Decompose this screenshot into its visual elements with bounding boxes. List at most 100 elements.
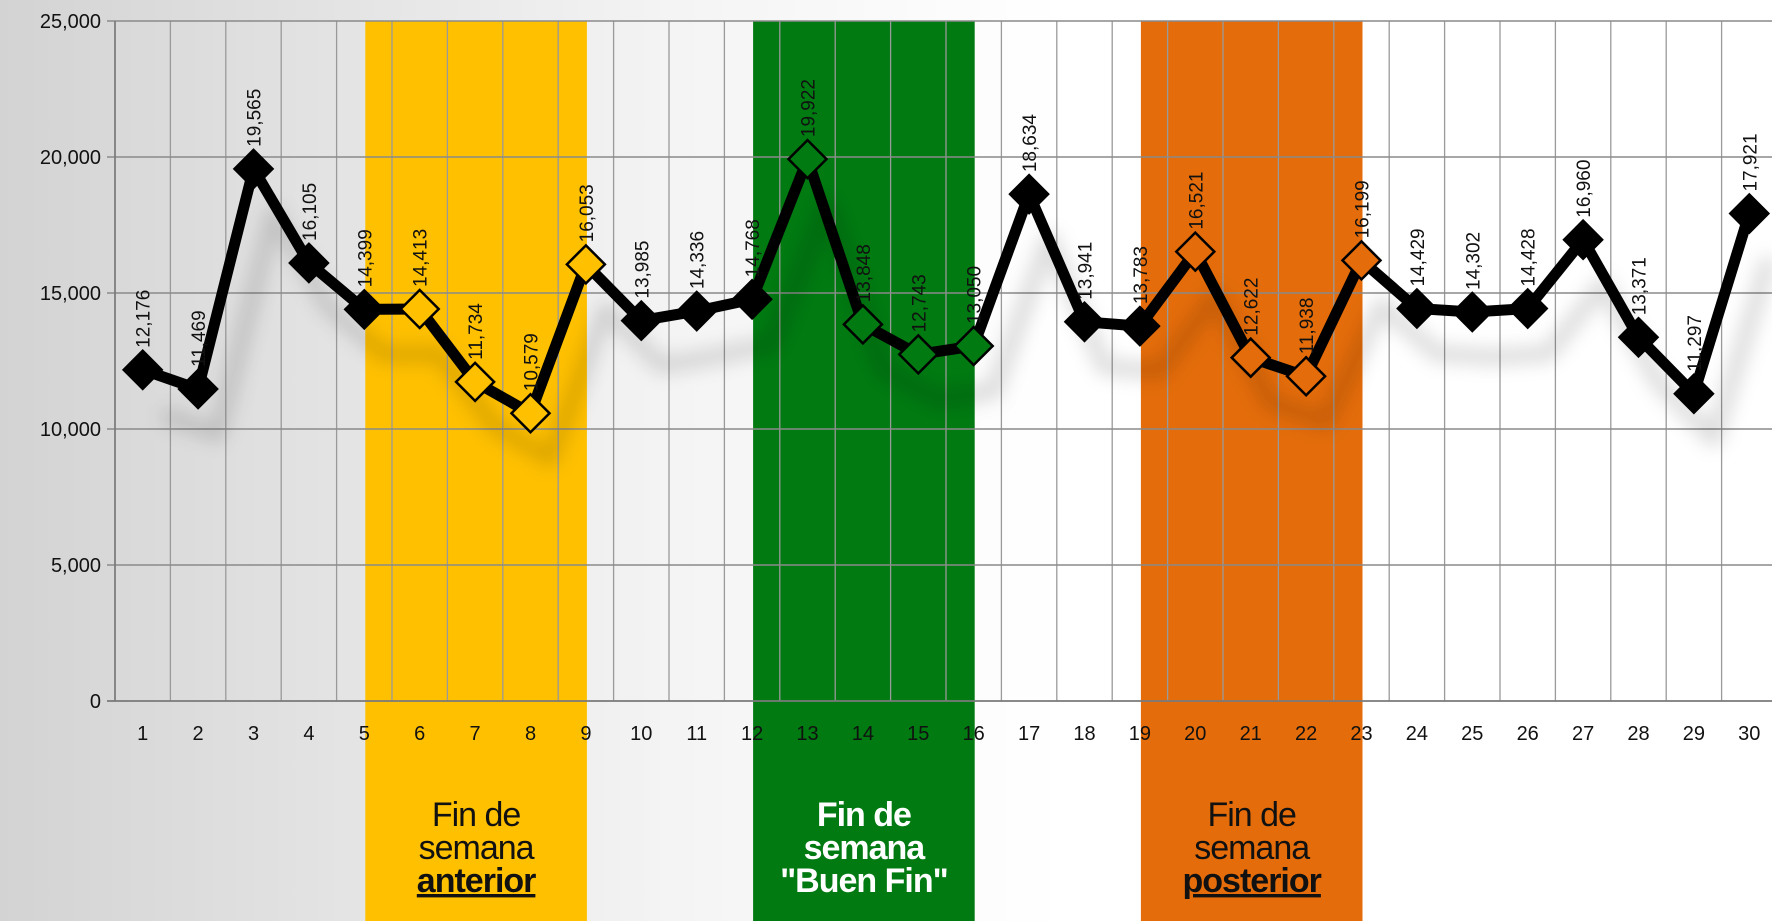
data-label: 14,413 [411,229,432,287]
data-label: 11,469 [189,310,210,367]
data-point-marker [897,333,940,376]
x-tick-label: 6 [414,723,425,745]
data-point-marker [1396,287,1438,330]
data-label: 14,429 [1408,228,1429,286]
data-label: 19,565 [245,89,266,147]
x-tick-label: 28 [1627,723,1649,745]
data-label: 16,199 [1353,180,1374,238]
data-point-marker [1008,173,1050,215]
data-label: 13,985 [632,240,653,298]
y-tick-label: 0 [90,691,101,713]
x-tick-label: 16 [963,723,985,745]
band-caption-line: anterior [417,862,536,900]
x-tick-label: 29 [1683,723,1705,745]
data-point-marker [1673,372,1715,415]
data-point-marker [454,361,496,403]
series-shadow [160,196,1772,467]
x-tick-label: 30 [1738,723,1760,745]
data-label: 14,399 [355,229,376,287]
y-tick-label: 25,000 [40,11,101,33]
x-tick-label: 7 [470,723,481,745]
data-label: 12,176 [134,290,155,348]
data-label: 14,768 [743,219,764,277]
data-label: 13,050 [965,266,986,324]
x-tick-label: 25 [1461,723,1483,745]
x-tick-label: 26 [1517,723,1539,745]
data-label: 12,622 [1242,278,1263,336]
data-label: 13,371 [1630,257,1651,315]
x-tick-label: 27 [1572,723,1594,745]
band-buen-fin [753,21,975,921]
data-label: 13,848 [854,244,875,302]
band-caption-line: Fin de [1207,796,1296,834]
data-point-marker [1229,336,1272,379]
data-point-marker [1506,287,1549,330]
data-point-marker [1119,305,1161,347]
x-tick-label: 2 [193,723,204,745]
data-label: 13,941 [1076,242,1097,300]
data-point-marker [1340,239,1383,282]
data-point-marker [565,243,607,286]
data-label: 18,634 [1020,114,1041,173]
data-point-marker [952,325,995,367]
weekend-bands [365,21,1363,921]
data-label: 12,743 [909,274,930,332]
data-label: 16,521 [1186,172,1207,230]
data-label: 11,734 [466,303,487,360]
data-point-marker [731,278,773,321]
x-tick-label: 23 [1350,723,1372,745]
data-labels: 12,176 11,469 19,565 16,105 14,399 14,413 11,7… [134,79,1762,391]
data-label: 17,921 [1740,133,1761,191]
x-tick-label: 17 [1018,723,1040,745]
data-point-marker [786,138,829,180]
y-tick-label: 20,000 [40,147,101,169]
data-label: 11,297 [1685,315,1706,372]
band-caption-line: semana [419,829,535,867]
data-label: 16,960 [1574,160,1595,218]
x-tick-label: 20 [1184,723,1206,745]
band-caption-line: posterior [1183,862,1322,900]
x-tick-label: 24 [1406,723,1428,745]
x-tick-label: 19 [1129,723,1151,745]
x-tick-label: 4 [303,723,314,745]
x-tick-label: 13 [796,723,818,745]
y-tick-label: 5,000 [51,555,101,577]
data-label: 19,922 [799,79,820,137]
y-tick-label: 15,000 [40,283,101,305]
data-label: 14,428 [1519,228,1540,286]
band-caption-line: Fin de [817,796,911,834]
data-point-marker [1451,291,1494,333]
line-shadow [160,196,1772,467]
data-point-marker [675,290,718,332]
data-label: 14,302 [1463,232,1484,290]
data-point-marker [1285,355,1327,398]
x-tick-label: 22 [1295,723,1317,745]
x-tick-label: 5 [359,723,370,745]
data-point-marker [232,148,275,190]
band-caption-line: Fin de [432,796,521,834]
band-anterior [365,21,587,921]
data-point-marker [509,392,552,435]
band-posterior [1140,21,1363,921]
x-tick-label: 9 [580,723,591,745]
x-tick-label: 21 [1240,723,1262,745]
data-point-marker [1063,301,1106,343]
data-point-marker [177,368,219,410]
data-point-marker [620,299,663,342]
x-tick-label: 8 [525,723,536,745]
data-point-marker [343,288,386,331]
x-tick-label: 14 [852,723,874,745]
x-tick-label: 10 [630,723,652,745]
x-tick-label: 11 [686,723,707,745]
data-point-marker [1562,218,1604,261]
y-tick-label: 10,000 [40,419,101,441]
data-point-marker [1174,230,1217,273]
data-point-marker [121,349,164,391]
data-point-marker [288,242,330,284]
data-label: 16,053 [577,184,598,242]
data-label: 13,783 [1131,246,1152,304]
